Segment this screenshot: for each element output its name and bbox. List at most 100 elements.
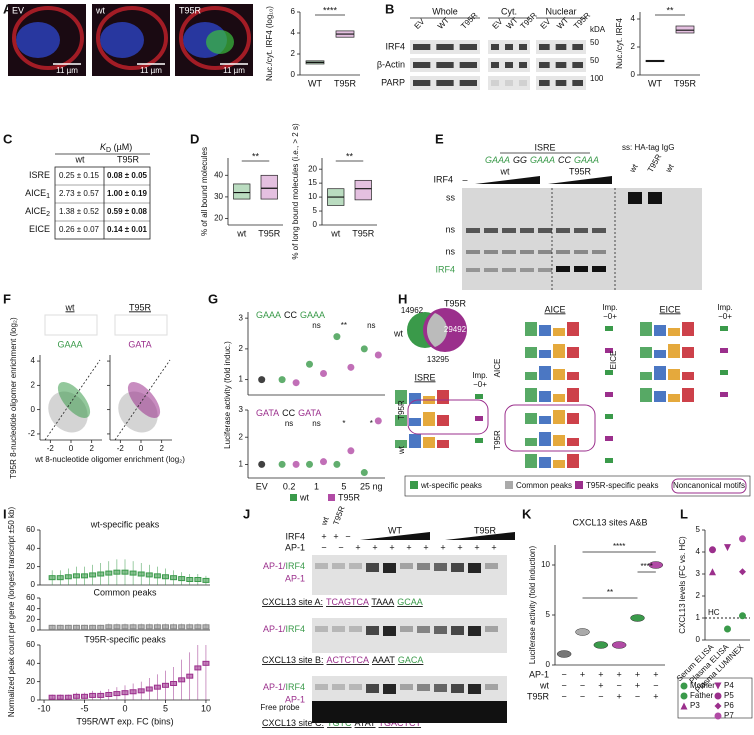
x-axis-label: wt 8-nucleotide oligomer enrichment (log… — [34, 455, 185, 464]
data-point — [360, 345, 368, 353]
y-axis-label: Nuc./cyt. IRF4 (log₁₀) — [265, 6, 274, 81]
logo-glyph — [409, 434, 421, 448]
gel-band — [332, 626, 345, 632]
data-point — [306, 460, 313, 468]
bin-box — [145, 572, 153, 578]
legend-label: Mother — [690, 681, 715, 690]
membrane — [179, 6, 251, 70]
band-label: IRF4 — [435, 264, 455, 274]
lane-label: wt — [663, 162, 676, 175]
group-label: T95R — [129, 302, 152, 312]
gel-band — [349, 684, 362, 690]
logo-glyph — [567, 413, 579, 424]
gel-band — [400, 684, 413, 690]
gel-band — [556, 266, 570, 272]
kd-unit: (µM) — [111, 142, 132, 152]
y-tick-label: 60 — [26, 593, 35, 602]
nuclear-irf4 — [206, 30, 234, 54]
sequence-part: GATA — [256, 408, 279, 418]
legend-label: Father — [690, 691, 713, 700]
x-axis-label: T95R/WT exp. FC (bins) — [76, 716, 173, 726]
venn-count: 14962 — [401, 306, 424, 315]
bin-box — [97, 624, 105, 630]
bin-box — [129, 570, 137, 576]
band — [572, 80, 583, 86]
data-point — [278, 460, 286, 468]
cell: 0.08 ± 0.05 — [107, 171, 148, 180]
logo-glyph — [567, 388, 579, 402]
sequence-part: GCAA — [397, 597, 423, 607]
panel-letter: C — [3, 131, 13, 146]
x-tick-label: T95R — [674, 78, 697, 88]
bin-box — [113, 569, 121, 575]
logo-glyph — [682, 372, 694, 380]
probe-name: ISRE — [534, 142, 555, 152]
data-point — [333, 333, 341, 341]
gel-band — [485, 563, 498, 569]
gel-band — [417, 626, 430, 633]
significance: ns — [285, 419, 293, 428]
data-point — [258, 376, 266, 384]
row-label: wt — [539, 680, 549, 690]
bin-box — [89, 572, 97, 578]
bin-box — [186, 624, 194, 630]
legend-label: wt — [299, 492, 309, 502]
importance-bar — [720, 326, 728, 331]
row-name: ISRE — [29, 170, 50, 180]
y-tick-label: 3 — [239, 405, 244, 414]
ramp-label: T95R — [474, 525, 497, 535]
y-tick-label: 0 — [546, 660, 551, 669]
lane-label: EV — [413, 17, 427, 31]
panel-letter: H — [398, 291, 407, 306]
band-label: ns — [445, 224, 455, 234]
gel-band — [366, 626, 379, 635]
importance-bar — [720, 370, 728, 375]
subpanel-title: T95R-specific peaks — [84, 634, 166, 644]
band — [539, 80, 550, 86]
y-tick-label: 10 — [541, 560, 550, 569]
y-tick-label: 20 — [308, 164, 317, 173]
sign: + — [474, 542, 479, 552]
gel-band — [484, 268, 498, 272]
logo-glyph — [437, 440, 449, 448]
sign: − — [617, 680, 622, 690]
x-tick-label: wt — [236, 228, 246, 238]
kd-sub: D — [106, 147, 111, 154]
significance: ns — [367, 321, 375, 330]
gel-band — [451, 684, 464, 693]
importance-bar — [475, 438, 483, 443]
legend-swatch — [505, 481, 513, 489]
sequence: GAAA CC GAAA — [256, 310, 325, 320]
sign: + — [617, 691, 622, 701]
gel-band — [484, 228, 498, 233]
importance-bar — [605, 348, 613, 353]
band — [555, 44, 567, 50]
sign: − — [345, 531, 350, 541]
gel-band — [628, 192, 642, 204]
data-point — [739, 612, 746, 620]
venn-label: wt — [393, 328, 403, 338]
bin-box — [48, 694, 56, 700]
gel-band — [520, 268, 534, 272]
complex-label: AP-1 — [285, 573, 305, 583]
site-label: CXCL13 site C: TGTC ATAT TGACTCT — [262, 718, 422, 728]
data-point — [724, 544, 731, 552]
bin-box — [202, 577, 210, 583]
importance-label: Imp. — [717, 303, 733, 312]
significance: **** — [640, 562, 652, 571]
point-cloud — [127, 381, 161, 419]
y-tick-label: 0 — [31, 405, 36, 414]
gel-band — [349, 563, 362, 569]
y-tick-label: 1 — [696, 613, 701, 622]
y-axis-label: Luciferase activity (fold induction) — [528, 546, 537, 665]
scale-bar-label: 11 µm — [223, 66, 245, 75]
gel-band — [538, 268, 552, 272]
y-tick-label: 2 — [239, 344, 244, 353]
sign: + — [653, 669, 658, 679]
sequence-part: TGACTCT — [379, 718, 422, 728]
sign: + — [617, 669, 622, 679]
significance: ** — [252, 151, 260, 161]
bin-box — [137, 624, 145, 630]
gel-band — [520, 228, 534, 233]
image-label: T95R — [179, 5, 202, 15]
